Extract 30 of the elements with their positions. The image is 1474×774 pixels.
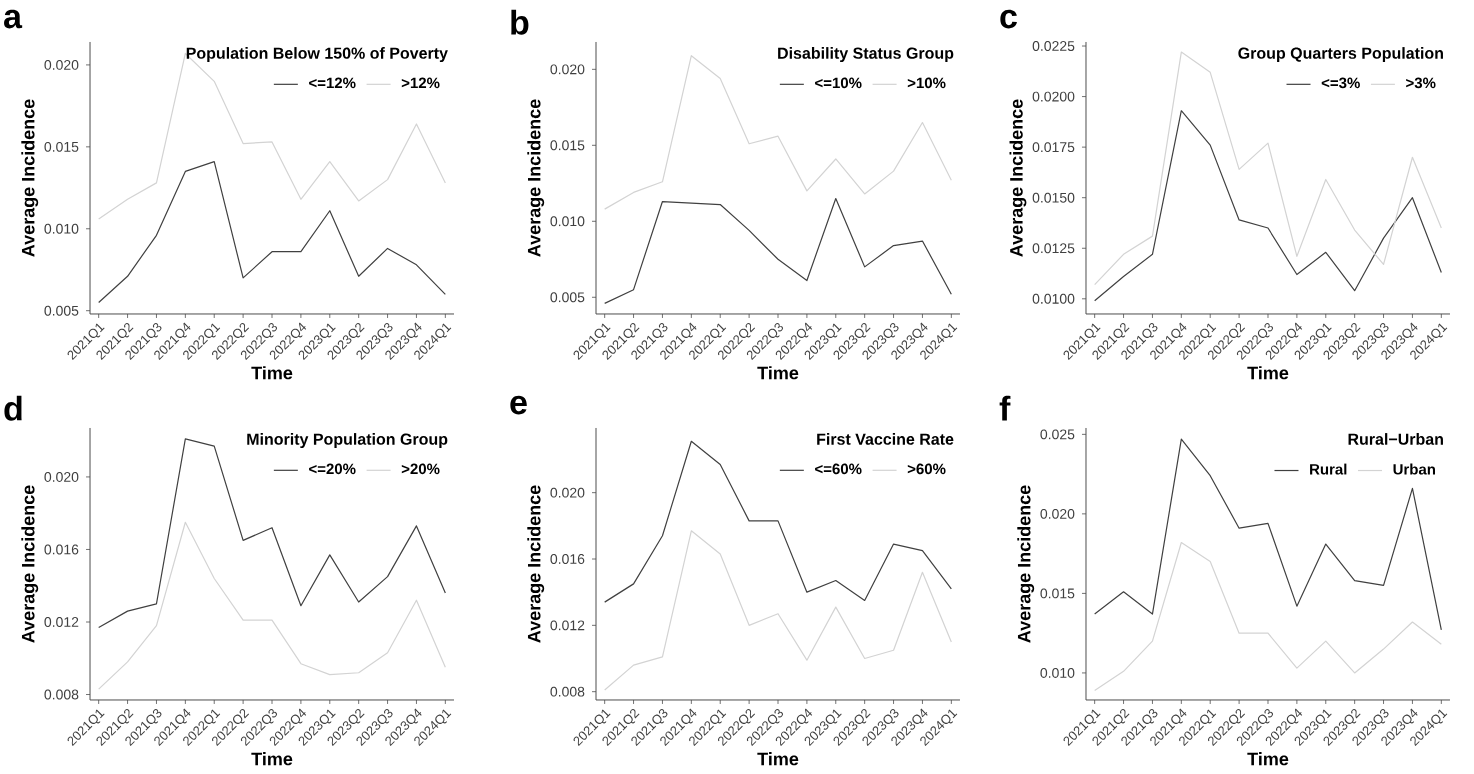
y-axis-title: Average Incidence (21, 99, 39, 257)
legend-title: Minority Population Group (247, 433, 448, 449)
y-axis-title: Average Incidence (1017, 485, 1035, 643)
text: e (510, 395, 527, 415)
line-series (98, 521, 446, 690)
x-axis-title: Time (757, 366, 799, 380)
text: a (4, 9, 23, 29)
y-axis-title: Average Incidence (1009, 99, 1027, 257)
y-axis-title: Average Incidence (527, 485, 545, 643)
x-axis-title: Time (251, 752, 293, 766)
x-axis-title: Time (1247, 752, 1289, 766)
text: d (4, 395, 22, 421)
line-series (1094, 51, 1442, 286)
text: b (511, 9, 529, 35)
line-series (1094, 541, 1442, 692)
x-axis-title: Time (757, 752, 799, 766)
line-series (604, 530, 952, 691)
line-series (1094, 110, 1442, 302)
y-axis-title: Average Incidence (527, 99, 545, 257)
text: f (999, 395, 1011, 421)
legend-title: First Vaccine Rate (817, 433, 954, 445)
line-series (98, 161, 446, 304)
legend-title: Disability Status Group (778, 47, 954, 63)
legend-title: Population Below 150% of Poverty (186, 47, 448, 63)
text: c (1000, 9, 1017, 29)
legend-title: Rural−Urban (1348, 433, 1443, 445)
legend-title: Group Quarters Population (1238, 47, 1443, 63)
x-axis-title: Time (251, 366, 293, 380)
x-axis-title: Time (1247, 366, 1289, 380)
y-axis-title: Average Incidence (21, 485, 39, 643)
